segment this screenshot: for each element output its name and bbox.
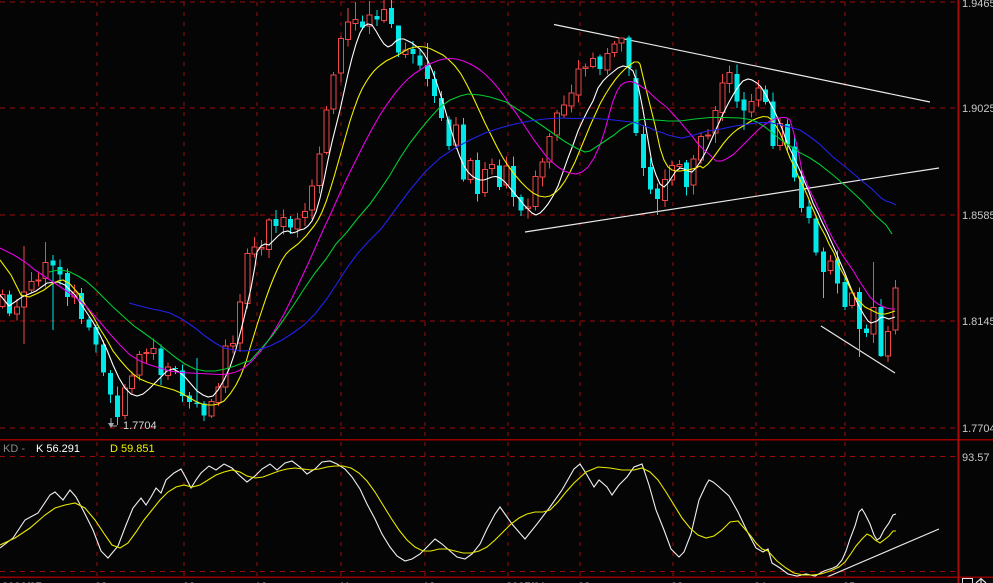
svg-text:02: 02 xyxy=(578,581,590,583)
svg-text:09: 09 xyxy=(183,581,195,583)
svg-text:K 56.291: K 56.291 xyxy=(36,443,80,455)
svg-text:1.8145: 1.8145 xyxy=(962,316,993,328)
svg-text:2006/07: 2006/07 xyxy=(2,581,42,583)
svg-text:D 59.851: D 59.851 xyxy=(110,443,155,455)
svg-text:1.7704: 1.7704 xyxy=(123,420,157,432)
svg-text:11: 11 xyxy=(339,581,350,583)
svg-text:03: 03 xyxy=(671,581,683,583)
svg-text:1.7704: 1.7704 xyxy=(962,423,993,435)
svg-text:KD -: KD - xyxy=(3,443,25,455)
svg-text:05: 05 xyxy=(843,581,855,583)
svg-text:93.57: 93.57 xyxy=(962,452,990,464)
svg-text:12: 12 xyxy=(423,581,435,583)
svg-text:10: 10 xyxy=(255,581,267,583)
svg-text:2007/01: 2007/01 xyxy=(506,581,546,583)
svg-text:1.9025: 1.9025 xyxy=(962,103,993,115)
svg-text:1.9465: 1.9465 xyxy=(962,0,993,10)
svg-text:1.8585: 1.8585 xyxy=(962,210,993,222)
svg-text:08: 08 xyxy=(95,581,107,583)
svg-text:04: 04 xyxy=(754,581,766,583)
